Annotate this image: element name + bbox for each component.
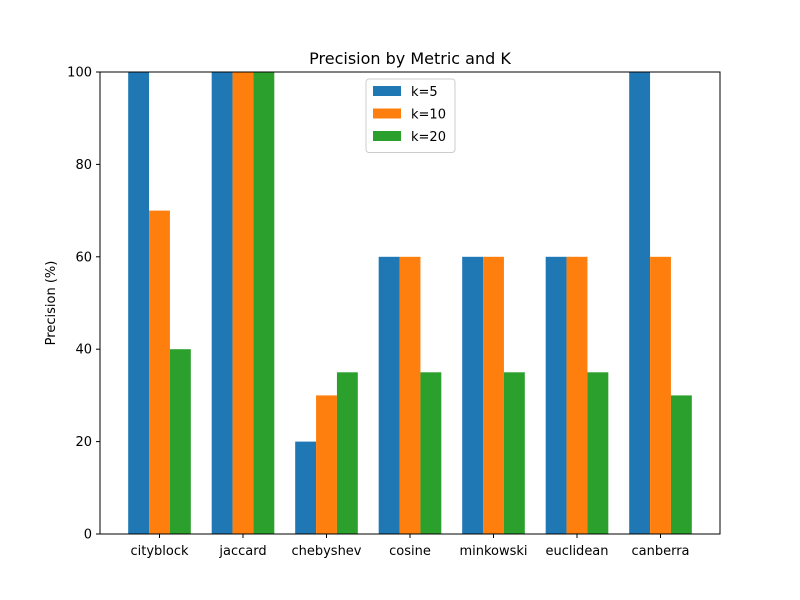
bar-k5-cityblock: [128, 72, 150, 534]
bar-k10-minkowski: [483, 256, 504, 534]
legend-label-k20: k=20: [411, 130, 446, 145]
legend-label-k10: k=10: [411, 108, 446, 123]
bar-k20-jaccard: [253, 72, 275, 534]
y-tick-label: 40: [75, 343, 92, 358]
legend: k=5 k=10 k=20: [365, 78, 456, 153]
y-tick-label: 100: [67, 66, 92, 81]
y-tick-label: 60: [75, 250, 92, 265]
x-tick-label-cityblock: cityblock: [130, 544, 189, 559]
x-tick-label-minkowski: minkowski: [459, 544, 527, 559]
x-tick-label-canberra: canberra: [631, 544, 689, 559]
bar-k20-canberra: [670, 395, 692, 534]
bar-k20-chebyshev: [336, 372, 358, 534]
bars-group: [128, 72, 692, 534]
bar-k5-minkowski: [462, 256, 484, 534]
bar-k5-euclidean: [545, 256, 567, 534]
y-tick-label: 20: [75, 435, 92, 450]
bar-k5-chebyshev: [295, 441, 317, 534]
x-tick-label-euclidean: euclidean: [545, 544, 608, 559]
y-tick-label: 0: [84, 528, 92, 543]
bar-k10-jaccard: [232, 72, 254, 534]
legend-swatch-k10: [373, 108, 401, 119]
bar-k20-euclidean: [587, 372, 609, 534]
x-tick-label-chebyshev: chebyshev: [291, 544, 361, 559]
x-tick-label-cosine: cosine: [389, 544, 431, 559]
bar-k20-cityblock: [169, 349, 191, 534]
x-tick-label-jaccard: jaccard: [218, 544, 266, 559]
bar-k20-minkowski: [503, 372, 525, 534]
chart-title: Precision by Metric and K: [309, 49, 511, 68]
bar-k10-cosine: [399, 256, 421, 534]
y-axis-label: Precision (%): [44, 261, 59, 346]
legend-swatch-k20: [373, 131, 401, 141]
bar-k10-euclidean: [566, 256, 588, 534]
legend-swatch-k5: [373, 86, 401, 96]
bar-k10-chebyshev: [316, 395, 337, 534]
axes-group: 0 20 40 60 80 100 cityblock jaccard chebyshev cos…: [67, 66, 721, 559]
legend-label-k5: k=5: [411, 85, 438, 100]
bar-k10-canberra: [650, 256, 671, 534]
bar-k10-cityblock: [149, 210, 170, 534]
y-tick-label: 80: [75, 158, 92, 173]
bar-k5-cosine: [378, 256, 400, 534]
bar-k5-jaccard: [211, 72, 233, 534]
bar-k20-cosine: [420, 372, 442, 534]
bar-k5-canberra: [629, 72, 651, 534]
